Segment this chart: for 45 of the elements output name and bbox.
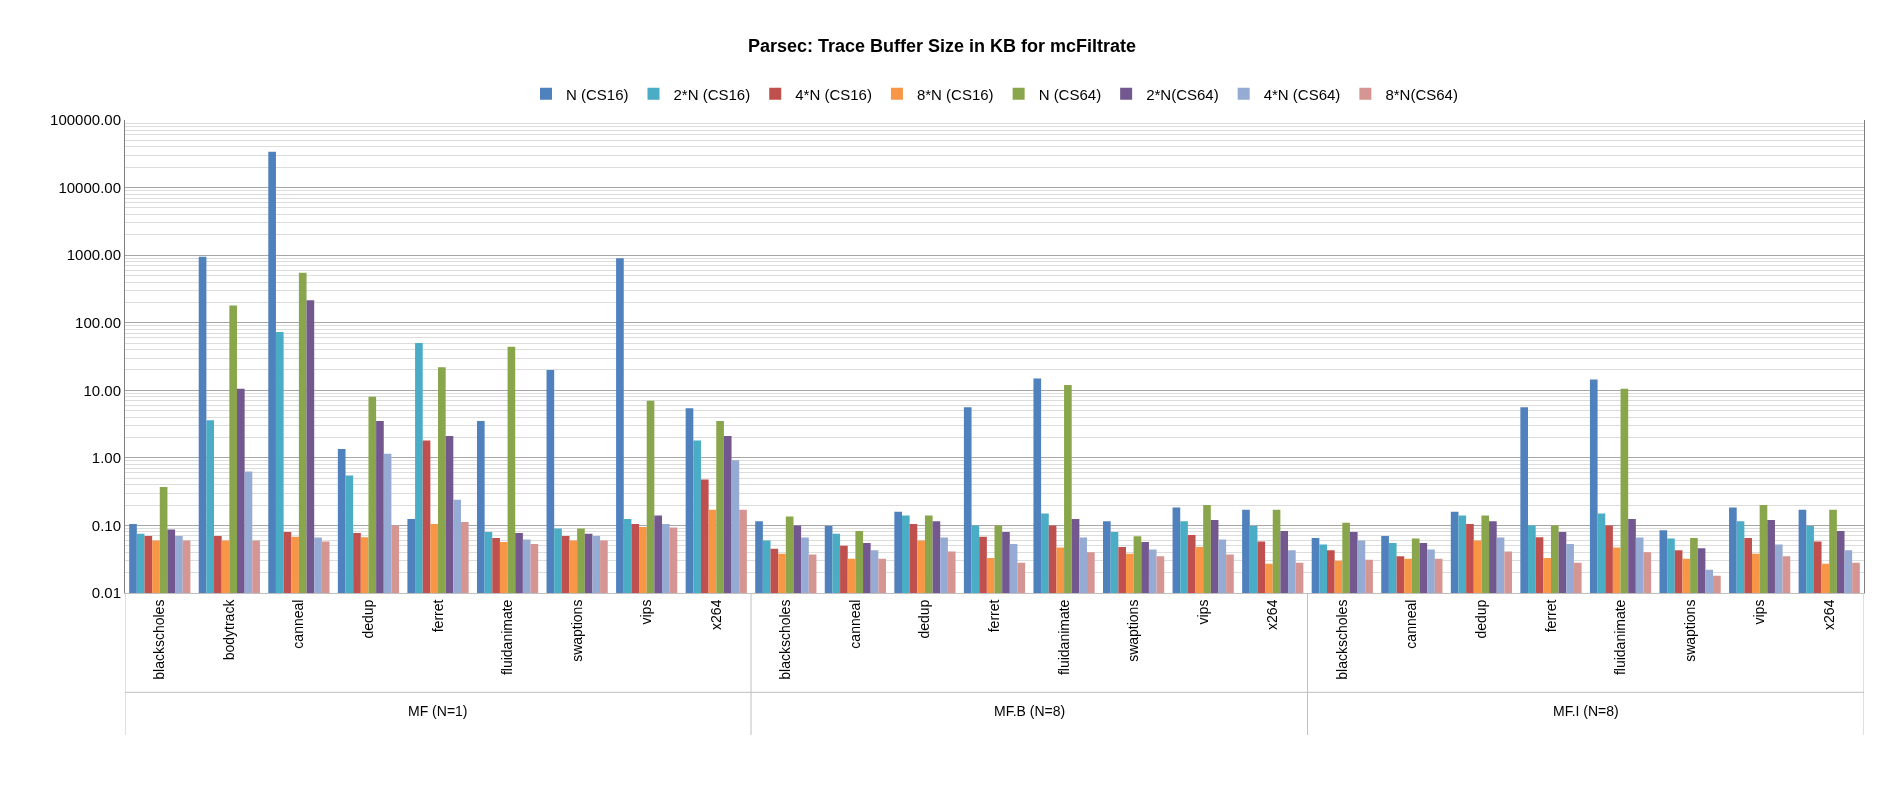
x-tick-label: vips (638, 599, 655, 625)
y-tick-label: 1.00 (91, 449, 121, 467)
x-tick-label: dedup (1472, 599, 1489, 639)
y-tick-label: 100.00 (75, 313, 121, 331)
x-tick-label: x264 (707, 599, 724, 630)
x-tick-label: blackscholes (151, 599, 168, 680)
x-tick-label: x264 (1264, 599, 1281, 630)
legend-label: 4*N (CS64) (1263, 85, 1341, 103)
x-tick-label: x264 (1820, 599, 1837, 630)
y-tick-label: 100000.00 (50, 111, 121, 129)
text: MF.B (N=8) (994, 703, 1066, 719)
y-tick-label: 0.01 (91, 584, 121, 602)
x-tick-label: dedup (916, 599, 933, 639)
legend-label: 2*N(CS64) (1146, 85, 1219, 103)
legend-label: 8*N(CS64) (1385, 85, 1458, 103)
x-tick-label: swaptions (1681, 599, 1698, 662)
legend-label: N (CS64) (1038, 85, 1102, 103)
y-tick-label: 1000.00 (66, 246, 121, 264)
x-tick-label: vips (1194, 599, 1211, 625)
x-tick-label: fluidanimate (1612, 599, 1629, 676)
text: MF.I (N=8) (1553, 703, 1619, 719)
y-tick-label: 10000.00 (58, 178, 121, 196)
y-tick-label: 0.10 (91, 516, 121, 534)
x-tick-label: swaptions (568, 599, 585, 662)
legend-label: 4*N (CS16) (795, 85, 872, 103)
x-tick-label: canneal (1403, 599, 1420, 649)
x-tick-label: blackscholes (777, 599, 794, 680)
x-tick-label: fluidanimate (1055, 599, 1072, 676)
x-tick-label: vips (1751, 599, 1768, 625)
text: MF (N=1) (408, 703, 468, 719)
x-tick-label: blackscholes (1333, 599, 1350, 680)
x-tick-label: canneal (846, 599, 863, 649)
x-tick-label: fluidanimate (499, 599, 516, 676)
x-tick-label: canneal (290, 599, 307, 649)
x-tick-label: swaptions (1125, 599, 1142, 662)
x-tick-label: dedup (360, 599, 377, 639)
x-tick-label: ferret (429, 599, 446, 633)
legend-label: 2*N (CS16) (673, 85, 751, 103)
legend-label: 8*N (CS16) (916, 85, 994, 103)
chart-title: Parsec: Trace Buffer Size in KB for mcFiltrate (747, 36, 1137, 57)
y-tick-label: 10.00 (83, 381, 121, 399)
legend-label: N (CS16) (566, 85, 629, 103)
x-tick-label: ferret (1542, 599, 1559, 633)
x-tick-label: ferret (986, 599, 1003, 633)
x-tick-label: bodytrack (220, 598, 237, 661)
